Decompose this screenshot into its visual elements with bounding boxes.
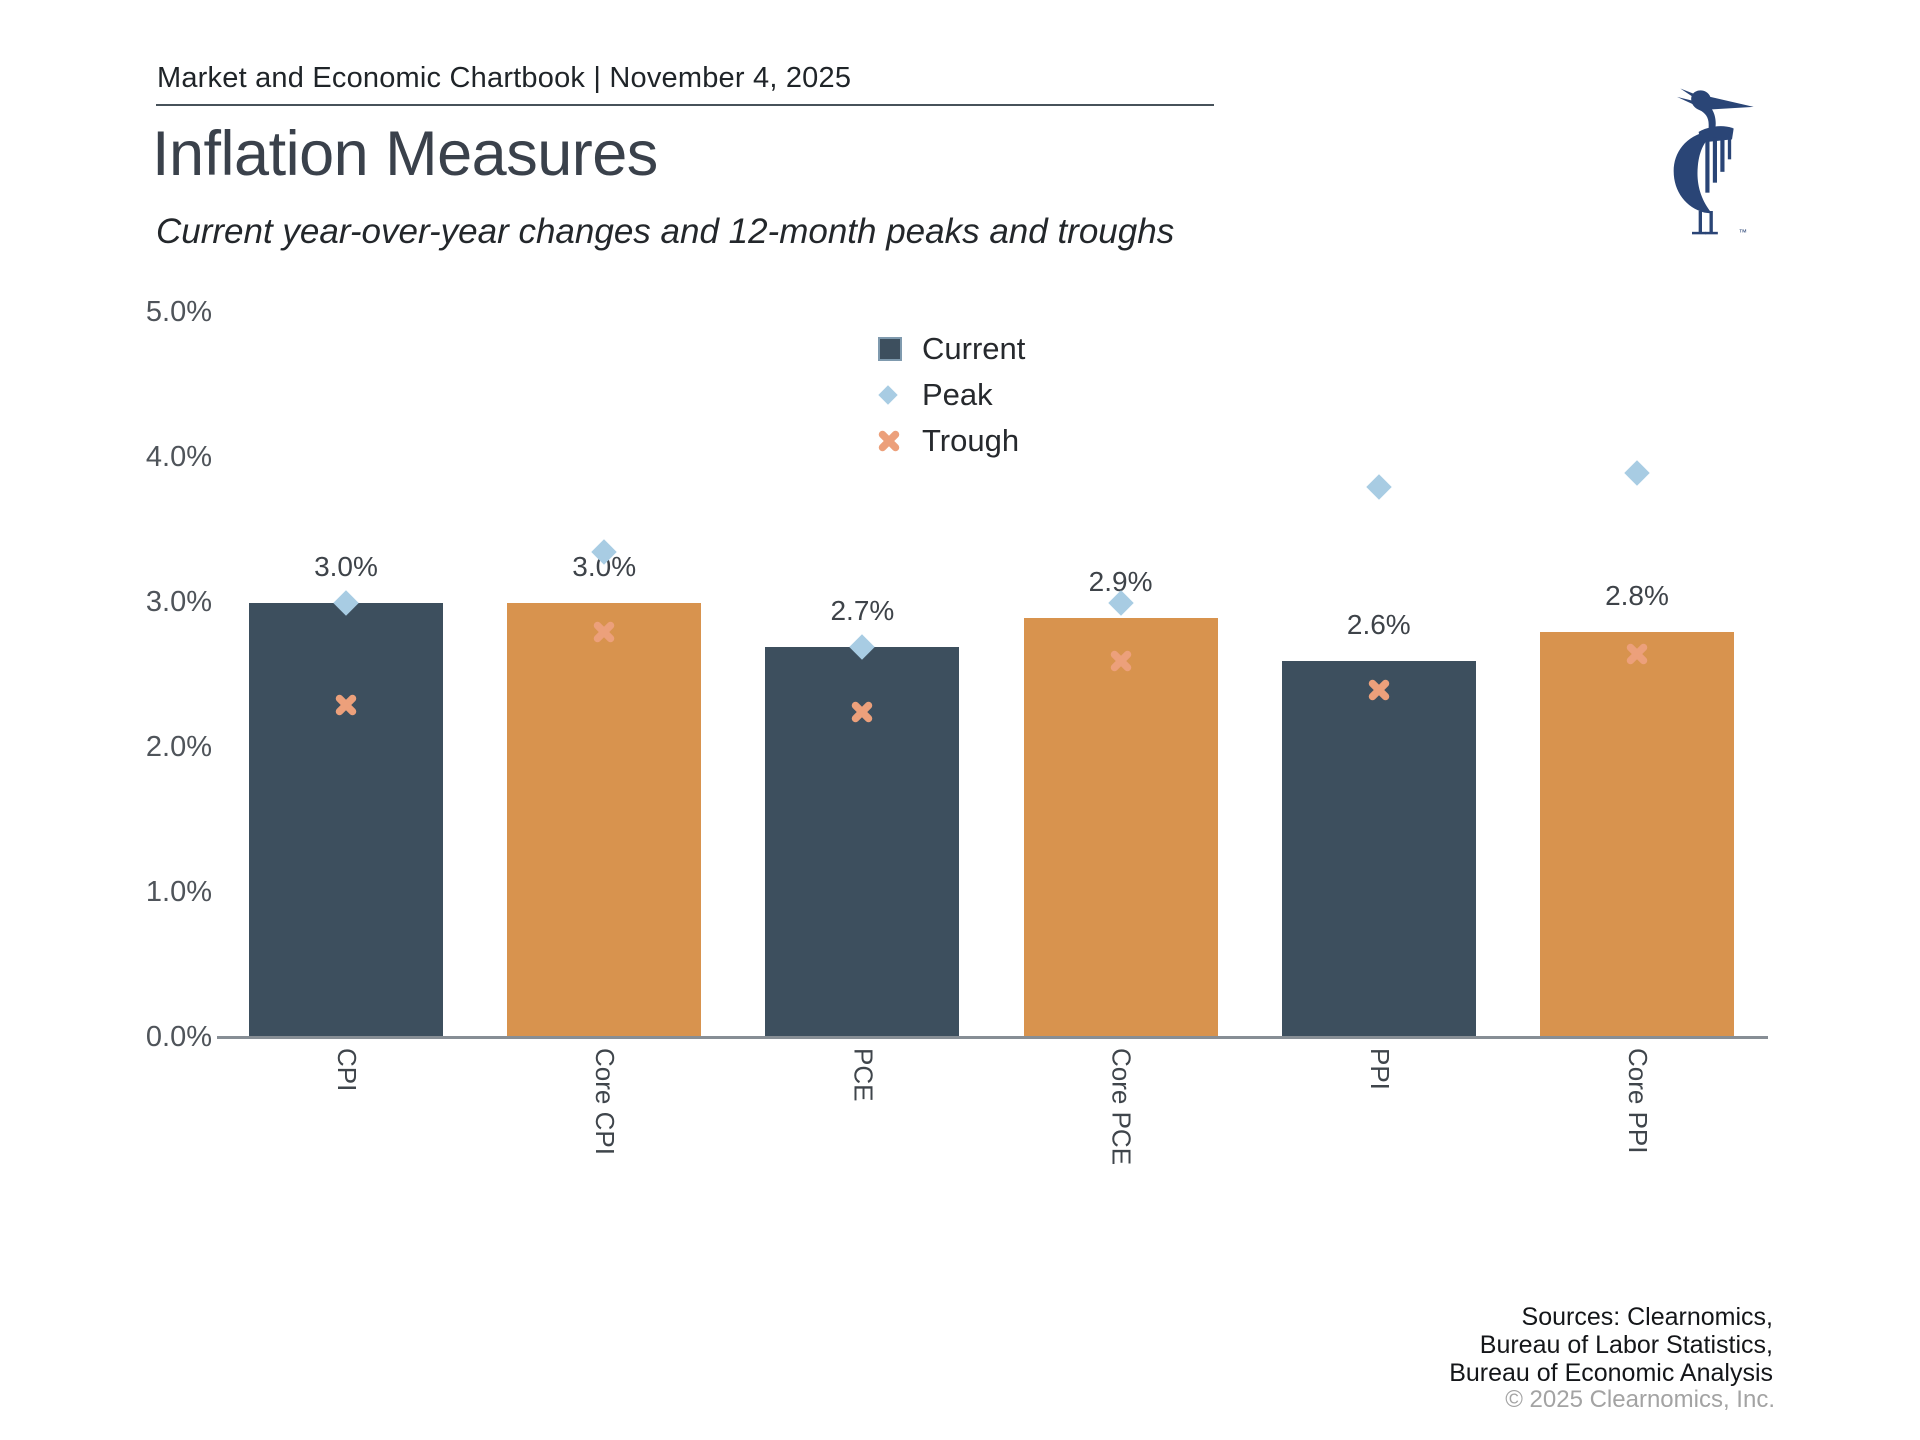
bar-core-cpi — [507, 603, 702, 1038]
x-axis-category-label: CPI — [332, 1048, 362, 1092]
page-subtitle: Current year-over-year changes and 12-mo… — [156, 212, 1175, 251]
trough-x-icon — [876, 428, 910, 454]
bar-value-label: 2.7% — [830, 594, 895, 626]
copyright-text: © 2025 Clearnomics, Inc. — [1505, 1386, 1775, 1413]
trough-marker-icon — [333, 692, 359, 718]
current-square-icon — [876, 337, 910, 361]
bar-core-ppi — [1540, 632, 1734, 1038]
y-tick-label: 1.0% — [145, 876, 212, 908]
y-tick-label: 5.0% — [145, 296, 212, 328]
y-tick-label: 0.0% — [145, 1021, 212, 1053]
trough-marker-icon — [1366, 677, 1392, 703]
legend-label: Current — [922, 331, 1026, 366]
peak-marker-icon — [1365, 473, 1393, 501]
legend-item-current: Current — [876, 326, 1025, 372]
x-axis-category-label: Core CPI — [590, 1048, 621, 1155]
peak-marker-icon — [1623, 459, 1651, 487]
x-axis-category-label: PPI — [1364, 1048, 1395, 1090]
bar-ppi — [1281, 661, 1476, 1038]
y-tick-label: 4.0% — [145, 441, 212, 473]
logo-trademark: ™ — [1739, 227, 1747, 236]
trough-marker-icon — [849, 699, 875, 725]
x-axis-line — [217, 1036, 1768, 1039]
legend-label: Trough — [922, 423, 1020, 458]
bar-value-label: 3.0% — [314, 551, 378, 582]
peak-diamond-icon — [876, 383, 910, 407]
peak-marker-icon — [332, 589, 360, 617]
legend-label: Peak — [922, 377, 993, 412]
sources-line: Bureau of Economic Analysis — [1449, 1359, 1773, 1387]
page-title: Inflation Measures — [152, 119, 658, 189]
trough-marker-icon — [591, 619, 617, 645]
peak-marker-icon — [848, 633, 876, 661]
chartbook-header: Market and Economic Chartbook | November… — [157, 62, 852, 94]
y-tick-label: 3.0% — [145, 586, 212, 618]
heron-icon: ™ — [1673, 88, 1754, 237]
legend-square-swatch — [878, 337, 902, 361]
peak-marker-icon — [590, 538, 618, 566]
legend-item-trough: Trough — [876, 418, 1025, 464]
x-axis-category-label: PCE — [848, 1048, 879, 1102]
trough-marker-icon — [1108, 648, 1134, 674]
sources-text: Sources: Clearnomics, Bureau of Labor Sta… — [1449, 1303, 1773, 1387]
sources-line: Bureau of Labor Statistics, — [1479, 1331, 1773, 1359]
chart-legend: Current Peak Trough — [876, 326, 1025, 464]
header-rule — [156, 104, 1214, 106]
bar-value-label: 2.8% — [1605, 580, 1669, 611]
sources-line: Sources: Clearnomics, — [1521, 1303, 1773, 1331]
legend-item-peak: Peak — [876, 372, 1025, 418]
clearnomics-logo: ™ — [1652, 86, 1762, 237]
peak-marker-icon — [1107, 589, 1135, 617]
bar-core-pce — [1023, 617, 1218, 1038]
bar-cpi — [249, 603, 443, 1038]
bar-value-label: 2.6% — [1346, 609, 1411, 640]
y-tick-label: 2.0% — [145, 731, 212, 763]
trough-marker-icon — [1624, 641, 1650, 667]
x-axis-category-label: Core PPI — [1623, 1048, 1653, 1154]
x-axis-category-label: Core PCE — [1106, 1048, 1137, 1166]
